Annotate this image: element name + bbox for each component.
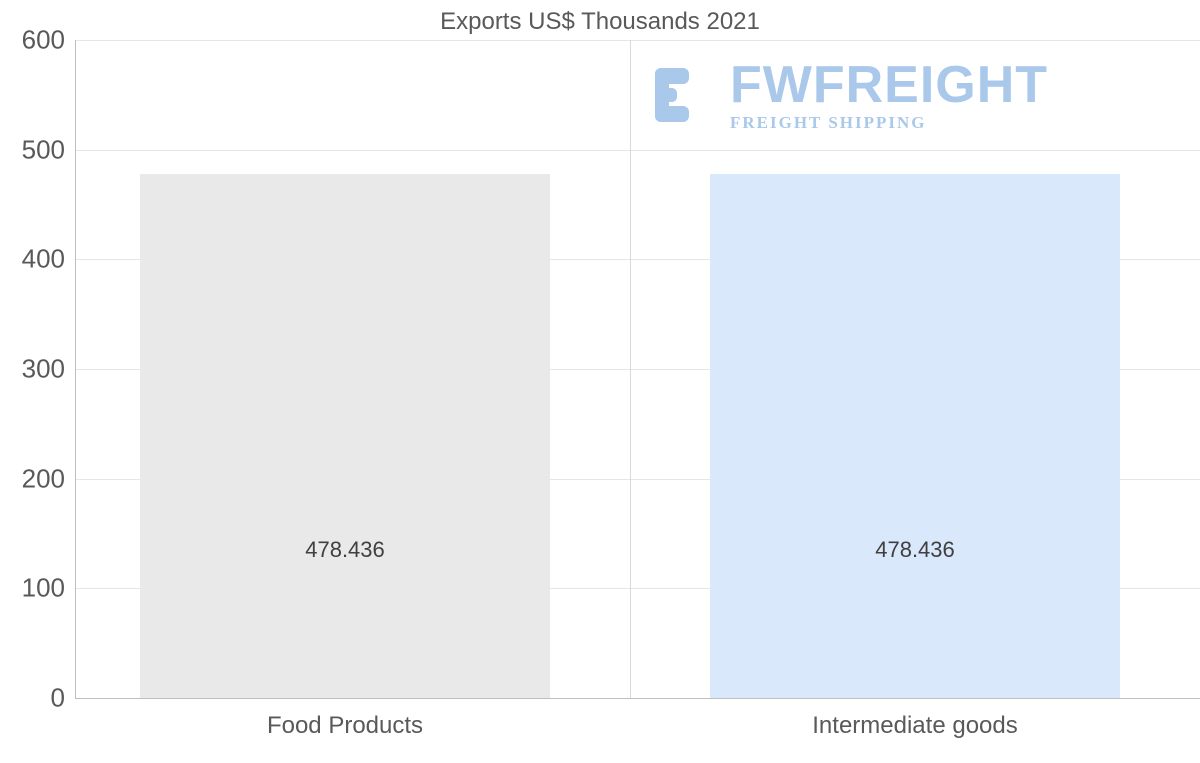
chart-title: Exports US$ Thousands 2021 <box>0 8 1200 36</box>
x-axis-label-intermediate-goods[interactable]: Intermediate goods <box>710 712 1120 740</box>
watermark-logo: FWFREIGHT FREIGHT SHIPPING <box>645 58 1048 133</box>
watermark-text-block: FWFREIGHT FREIGHT SHIPPING <box>730 59 1048 133</box>
x-axis-line <box>75 698 1200 699</box>
watermark-sub-text: FREIGHT SHIPPING <box>730 113 1048 133</box>
company-logo-icon <box>645 58 720 133</box>
bar-food-products[interactable] <box>140 174 550 698</box>
gridline-600 <box>75 40 1200 41</box>
bar-value-label-food-products: 478.436 <box>245 537 445 563</box>
ytick-400: 400 <box>10 244 65 275</box>
bar-value-label-intermediate-goods: 478.436 <box>815 537 1015 563</box>
y-axis-line <box>75 40 76 698</box>
ytick-500: 500 <box>10 134 65 165</box>
chart-container: Exports US$ Thousands 2021 600 500 400 3… <box>0 0 1200 763</box>
plot-area: 600 500 400 300 200 100 0 478.436 Food P… <box>75 40 1200 698</box>
gridline-500 <box>75 150 1200 151</box>
category-divider <box>630 40 631 698</box>
ytick-100: 100 <box>10 573 65 604</box>
ytick-600: 600 <box>10 25 65 56</box>
x-axis-label-food-products[interactable]: Food Products <box>140 712 550 740</box>
bar-intermediate-goods[interactable] <box>710 174 1120 698</box>
watermark-main-text: FWFREIGHT <box>730 59 1048 111</box>
ytick-300: 300 <box>10 354 65 385</box>
ytick-200: 200 <box>10 463 65 494</box>
ytick-0: 0 <box>10 683 65 714</box>
